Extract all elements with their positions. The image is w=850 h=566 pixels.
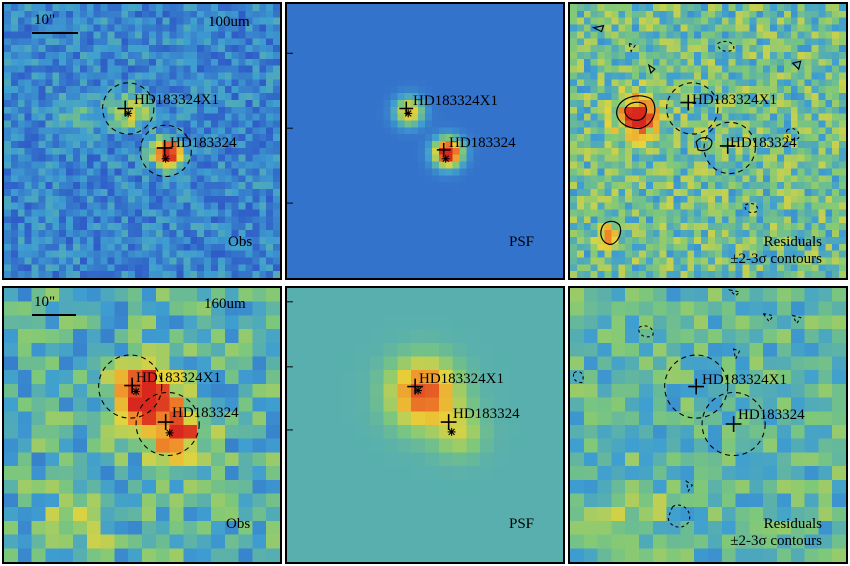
scale-bar <box>32 314 76 316</box>
axis-ticks <box>287 301 293 431</box>
source-label-main: HD183324 <box>449 135 516 151</box>
aperture-main <box>139 124 192 178</box>
cross-marker <box>124 377 174 430</box>
obs-100um-overlay <box>102 82 192 178</box>
tick-label: 10 <box>285 422 289 432</box>
tick-label: 20 <box>285 292 289 302</box>
obs-160um-overlay <box>98 354 200 457</box>
star-marker <box>124 109 170 163</box>
source-label-main: HD183324 <box>730 135 797 151</box>
panel-160um-residuals: HD183324X1 HD183324 Residuals ±2-3σ cont… <box>568 286 848 564</box>
star-marker <box>132 387 174 437</box>
panel-label-psf: PSF <box>509 516 535 532</box>
panel-label-psf: PSF <box>509 234 535 250</box>
scale-bar <box>32 32 78 34</box>
negative-contours <box>572 289 802 528</box>
negative-contours <box>628 40 800 214</box>
cross-marker <box>399 101 451 157</box>
band-label: 160um <box>204 296 246 312</box>
psf-100um-overlay <box>287 52 451 204</box>
panel-label-obs: Obs <box>226 516 251 532</box>
panel-label-residuals: Residuals ±2-3σ contours <box>730 516 822 550</box>
aperture-x1 <box>98 354 163 419</box>
psf-160um-overlay <box>287 301 457 436</box>
res-100um-map <box>570 4 846 278</box>
source-label-x1: HD183324X1 <box>134 92 219 108</box>
tick-label: 15 <box>285 358 289 368</box>
tick-label: 30 <box>285 44 289 54</box>
contour-label: ±2-3σ contours <box>730 533 822 549</box>
cross-marker <box>407 378 457 430</box>
cross-marker <box>117 100 173 156</box>
band-label: 100um <box>208 14 250 30</box>
panel-160um-obs: 10" 160um HD183324X1 HD183324 Obs <box>2 286 282 564</box>
aperture-x1 <box>102 82 155 135</box>
aperture-x1 <box>664 354 729 419</box>
residuals-label: Residuals <box>763 234 822 250</box>
panel-label-obs: Obs <box>228 234 253 250</box>
scale-bar-label: 10" <box>34 294 56 310</box>
cross-marker <box>688 378 742 432</box>
source-label-main: HD183324 <box>738 407 805 423</box>
tick-label: 10 <box>285 196 289 206</box>
aperture-main <box>703 121 756 175</box>
contour-label: ±2-3σ contours <box>730 251 822 267</box>
cross-marker <box>680 94 736 154</box>
source-label-x1: HD183324X1 <box>702 372 787 388</box>
source-label-x1: HD183324X1 <box>136 370 221 386</box>
star-marker <box>414 386 456 436</box>
scale-bar-label: 10" <box>34 12 56 28</box>
obs-160um-map <box>4 288 280 562</box>
aperture-main <box>135 391 200 457</box>
source-label-main: HD183324 <box>170 135 237 151</box>
aperture-main <box>701 391 766 457</box>
psf-160um-map <box>287 288 563 562</box>
tick-label: 20 <box>285 120 289 130</box>
residuals-label: Residuals <box>763 516 822 532</box>
source-label-x1: HD183324X1 <box>692 92 777 108</box>
res-160um-overlay <box>572 289 802 528</box>
source-label-x1: HD183324X1 <box>419 371 504 387</box>
source-label-main: HD183324 <box>172 405 239 421</box>
psf-100um-map <box>287 4 563 278</box>
panel-label-residuals: Residuals ±2-3σ contours <box>730 234 822 268</box>
panel-160um-psf: 20 15 10 HD183324X1 HD183324 PSF <box>285 286 565 564</box>
res-160um-map <box>570 288 846 562</box>
star-marker <box>404 109 450 163</box>
contours <box>591 24 802 246</box>
source-label-main: HD183324 <box>453 406 520 422</box>
panel-100um-residuals: HD183324X1 HD183324 Residuals ±2-3σ cont… <box>568 2 848 280</box>
panel-100um-obs: 10" 100um HD183324X1 HD183324 Obs <box>2 2 282 280</box>
res-100um-overlay <box>591 24 802 246</box>
aperture-x1 <box>666 82 719 135</box>
panel-100um-psf: 30 20 10 HD183324X1 HD183324 PSF <box>285 2 565 280</box>
source-label-x1: HD183324X1 <box>413 93 498 109</box>
axis-ticks <box>287 52 293 204</box>
